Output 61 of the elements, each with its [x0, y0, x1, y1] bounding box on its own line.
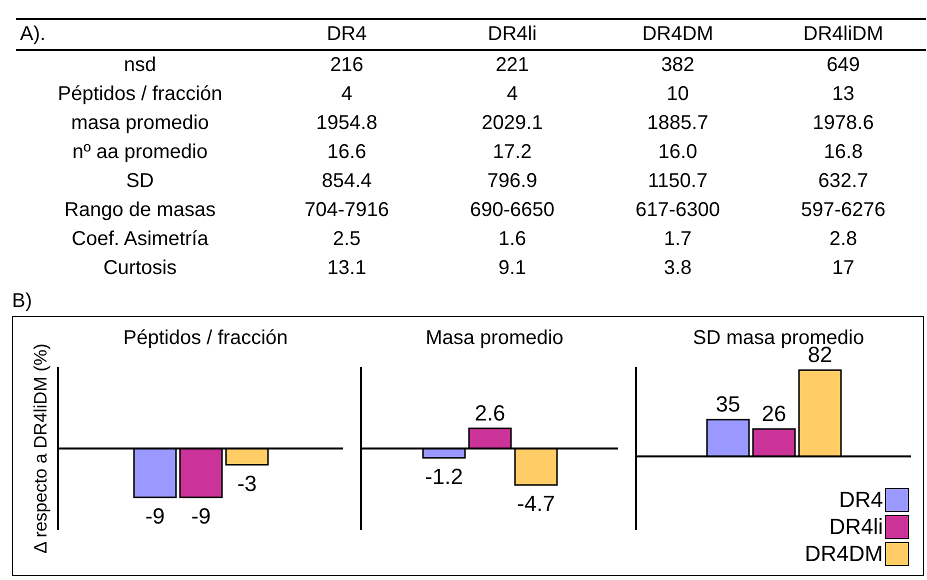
- text: 617-6300: [635, 199, 720, 221]
- text: 382: [661, 54, 694, 76]
- text: 854.4: [322, 170, 372, 192]
- text: B): [12, 290, 32, 313]
- legend-label: DR4DM: [804, 540, 883, 566]
- chart-title: SD masa promedio: [692, 327, 866, 349]
- legend-label: DR4li: [829, 514, 883, 540]
- text: 649: [826, 54, 860, 76]
- data-label: 26: [762, 401, 786, 426]
- text: 221: [496, 54, 529, 76]
- text: 796.9: [487, 170, 538, 192]
- data-label: 35: [716, 392, 740, 417]
- text: 1978.6: [812, 112, 874, 134]
- text: 2.5: [332, 228, 361, 250]
- data-label: -1.2: [425, 464, 463, 489]
- text: 16.0: [658, 141, 698, 163]
- category-label: Curtosis: [103, 257, 177, 279]
- category-label: DR4DM: [641, 22, 714, 47]
- chart-title: Masa promedio: [424, 327, 564, 350]
- text: 16.6: [327, 141, 366, 163]
- data-label: -9: [191, 503, 211, 528]
- text: 4: [341, 83, 352, 105]
- category-label: DR4li: [486, 22, 538, 47]
- text: 9.1: [498, 257, 526, 279]
- text: 16.8: [824, 141, 863, 163]
- category-label: SD: [126, 170, 154, 192]
- text: 632.7: [818, 170, 868, 192]
- text: 1.7: [664, 228, 692, 250]
- text: 17: [832, 257, 854, 279]
- text: 10: [666, 83, 689, 105]
- category-label: nsd: [124, 54, 156, 76]
- text: 13.1: [327, 257, 366, 279]
- text: 1954.8: [316, 112, 378, 134]
- text: 597-6276: [800, 199, 886, 221]
- text: 690-6650: [470, 199, 555, 221]
- text: 216: [330, 54, 364, 76]
- category-label: DR4liDM: [802, 22, 884, 47]
- category-label: DR4: [326, 22, 368, 47]
- text: 1885.7: [647, 112, 708, 134]
- data-label: 2.6: [474, 400, 506, 426]
- text: A).: [19, 22, 47, 47]
- text: 704-7916: [304, 199, 390, 221]
- text: 1.6: [498, 228, 526, 250]
- category-label: Coef. Asimetría: [72, 228, 208, 250]
- text: 17.2: [492, 141, 532, 163]
- text: 4: [506, 83, 518, 105]
- data-label: -4.7: [517, 490, 555, 516]
- text: 3.8: [664, 257, 692, 279]
- text: 13: [832, 83, 854, 105]
- category-label: Péptidos / fracción: [58, 83, 222, 105]
- legend-label: DR4: [838, 486, 883, 512]
- text: 1150.7: [648, 170, 708, 192]
- category-label: Rango de masas: [64, 199, 216, 221]
- text: 2029.1: [482, 112, 543, 134]
- y-axis-title: Δ respecto a DR4liDM (%): [30, 343, 50, 554]
- chart-title: Péptidos / fracción: [122, 327, 289, 350]
- category-label: masa promedio: [71, 112, 209, 134]
- data-label: -9: [145, 503, 165, 528]
- data-label: -3: [237, 470, 257, 496]
- text: 2.8: [829, 228, 858, 250]
- category-label: nº aa promedio: [72, 141, 208, 163]
